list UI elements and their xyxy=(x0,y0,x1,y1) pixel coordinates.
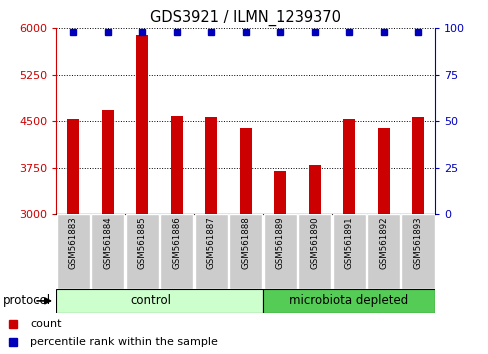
Text: GSM561892: GSM561892 xyxy=(378,216,387,269)
Bar xyxy=(170,116,183,214)
Bar xyxy=(332,214,365,289)
Bar xyxy=(366,214,399,289)
Text: control: control xyxy=(130,295,171,307)
Bar xyxy=(102,110,114,214)
Title: GDS3921 / ILMN_1239370: GDS3921 / ILMN_1239370 xyxy=(150,9,341,25)
Text: GSM561883: GSM561883 xyxy=(69,216,78,269)
Text: count: count xyxy=(30,319,61,329)
Text: GSM561888: GSM561888 xyxy=(241,216,250,269)
Bar xyxy=(91,214,124,289)
Bar xyxy=(56,289,263,313)
Bar xyxy=(194,214,227,289)
Bar xyxy=(229,214,262,289)
Bar xyxy=(136,34,148,214)
Bar xyxy=(263,289,434,313)
Bar xyxy=(239,128,251,214)
Bar xyxy=(160,214,193,289)
Text: GSM561890: GSM561890 xyxy=(309,216,319,269)
Text: GSM561891: GSM561891 xyxy=(344,216,353,269)
Text: GSM561887: GSM561887 xyxy=(206,216,215,269)
Text: GSM561889: GSM561889 xyxy=(275,216,284,269)
Bar xyxy=(125,214,159,289)
Bar xyxy=(411,117,423,214)
Bar xyxy=(401,214,434,289)
Bar xyxy=(67,119,80,214)
Bar xyxy=(377,128,389,214)
Bar xyxy=(274,171,285,214)
Text: microbiota depleted: microbiota depleted xyxy=(289,295,408,307)
Text: GSM561886: GSM561886 xyxy=(172,216,181,269)
Text: GSM561885: GSM561885 xyxy=(138,216,146,269)
Bar xyxy=(308,165,320,214)
Bar xyxy=(298,214,330,289)
Text: protocol: protocol xyxy=(2,295,50,307)
Bar xyxy=(205,117,217,214)
Bar xyxy=(57,214,90,289)
Text: percentile rank within the sample: percentile rank within the sample xyxy=(30,337,217,347)
Text: GSM561893: GSM561893 xyxy=(413,216,422,269)
Bar xyxy=(343,119,354,214)
Bar xyxy=(263,214,296,289)
Text: GSM561884: GSM561884 xyxy=(103,216,112,269)
